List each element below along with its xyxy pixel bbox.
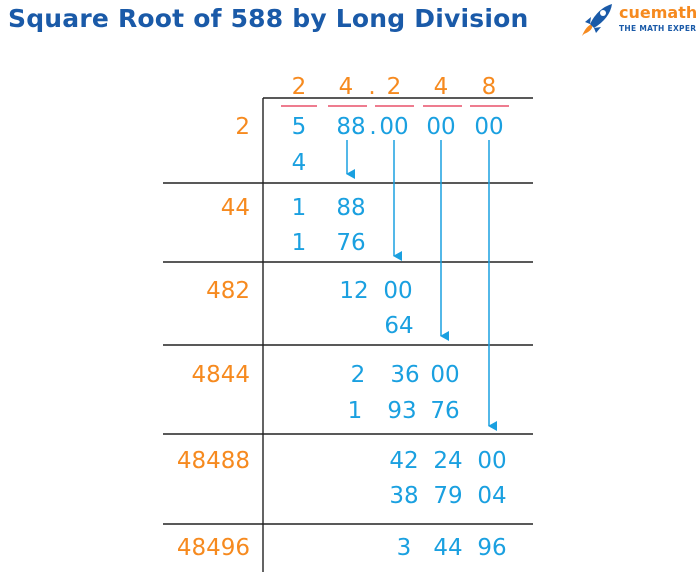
quotient-digit: 4	[339, 74, 354, 100]
step-value: 76	[336, 230, 365, 256]
step-value: 38	[389, 483, 418, 509]
quotient-digit: 4	[434, 74, 449, 100]
quotient-digit: 2	[292, 74, 307, 100]
divisor: 48496	[177, 535, 250, 561]
step-value: 12	[339, 278, 368, 304]
step-value: 42	[389, 448, 418, 474]
step-value: 24	[433, 448, 462, 474]
step-value: 4	[292, 150, 307, 176]
dividend-group: 88	[336, 114, 365, 140]
step-value: 64	[384, 313, 413, 339]
page-title: Square Root of 588 by Long Division	[8, 4, 529, 33]
divisor: 4844	[191, 362, 250, 388]
brand-tagline: THE MATH EXPERT	[619, 24, 696, 33]
divisor: 44	[221, 195, 250, 221]
dividend-group: 00	[474, 114, 503, 140]
step-value: 79	[433, 483, 462, 509]
remainder-value: 44	[433, 535, 462, 561]
step-value: 04	[477, 483, 506, 509]
divisor: 482	[206, 278, 250, 304]
step-value: 00	[383, 278, 412, 304]
step-value: 88	[336, 195, 365, 221]
dividend-group: 00	[379, 114, 408, 140]
quotient-digit: 8	[482, 74, 497, 100]
step-value: 1	[292, 230, 307, 256]
step-value: 00	[477, 448, 506, 474]
remainder-value: 3	[397, 535, 412, 561]
quotient-decimal-point: .	[368, 74, 375, 100]
divisor: 2	[235, 114, 250, 140]
step-value: 1	[348, 398, 363, 424]
step-value: 93	[387, 398, 416, 424]
step-value: 1	[292, 195, 307, 221]
remainder-value: 96	[477, 535, 506, 561]
step-value: 76	[430, 398, 459, 424]
cuemath-logo: cuemath THE MATH EXPERT	[578, 2, 696, 38]
step-value: 36	[390, 362, 419, 388]
step-value: 00	[430, 362, 459, 388]
divisor: 48488	[177, 448, 250, 474]
rocket-icon	[582, 4, 612, 36]
brand-name: cuemath	[619, 3, 696, 22]
step-value: 2	[351, 362, 366, 388]
quotient-digit: 2	[387, 74, 402, 100]
dividend-decimal-point: .	[369, 114, 376, 140]
dividend-group: 00	[426, 114, 455, 140]
dividend-group: 5	[292, 114, 307, 140]
